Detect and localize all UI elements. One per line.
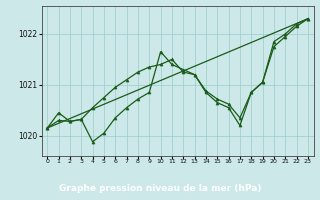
Text: Graphe pression niveau de la mer (hPa): Graphe pression niveau de la mer (hPa) [59,184,261,193]
